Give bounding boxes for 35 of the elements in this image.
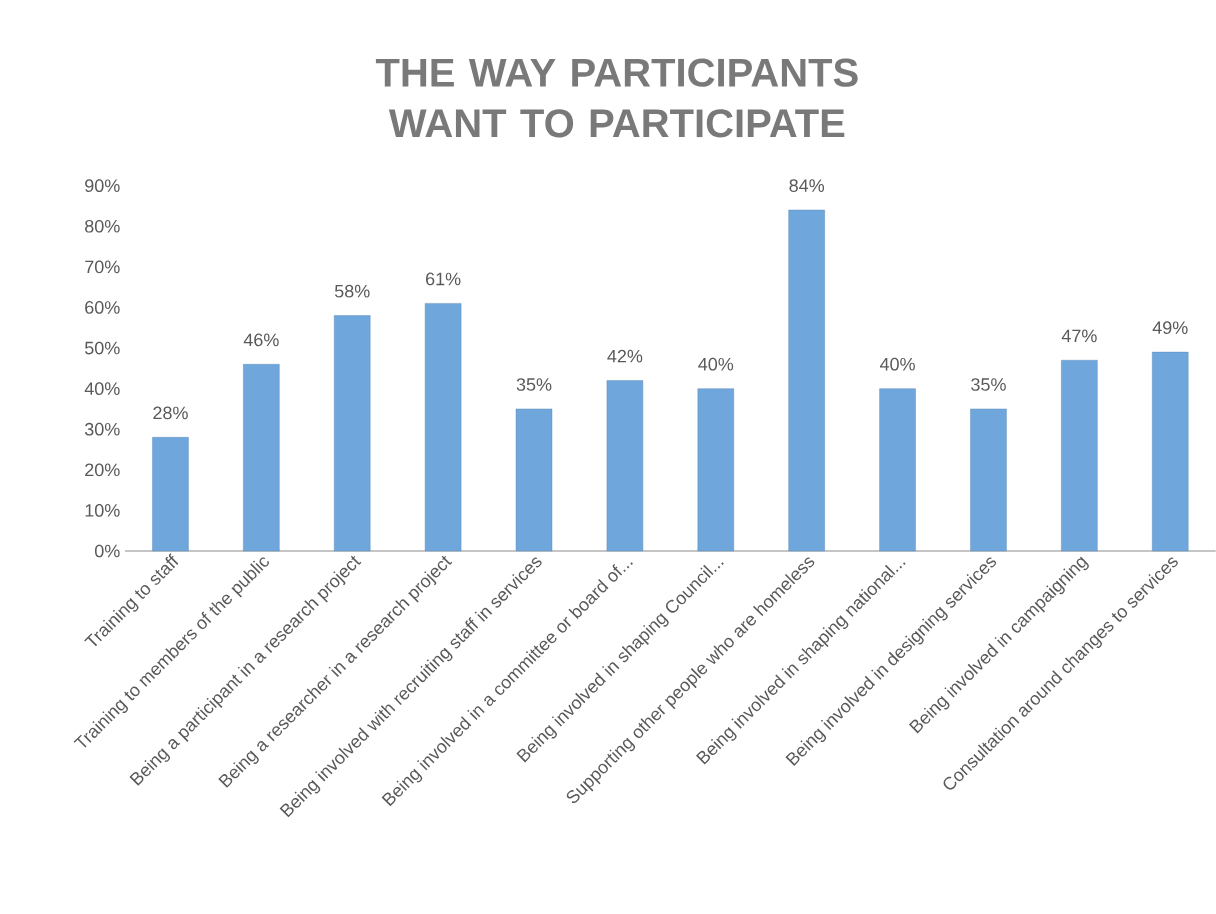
bar — [1152, 351, 1189, 552]
bar — [243, 364, 280, 552]
data-label: 49% — [1152, 321, 1188, 335]
data-label: 28% — [153, 406, 188, 420]
y-tick-label: 70% — [85, 260, 120, 274]
data-label: 84% — [789, 179, 825, 192]
bar — [970, 408, 1007, 552]
y-tick-label: 0% — [94, 544, 120, 558]
y-tick-label: 40% — [84, 382, 120, 395]
bar — [697, 388, 734, 552]
bar — [1061, 360, 1098, 552]
y-tick-label: 50% — [84, 341, 120, 355]
y-tick-label: 90% — [85, 179, 120, 193]
chart-title: THE WAY PARTICIPANTS WANT TO PARTICIPATE — [375, 58, 858, 138]
data-label: 58% — [334, 284, 370, 298]
data-label: 40% — [698, 357, 734, 371]
data-label: 35% — [971, 378, 1006, 391]
bar — [606, 380, 644, 552]
data-label: 42% — [607, 349, 643, 363]
data-label: 46% — [243, 333, 279, 347]
y-tick-label: 60% — [85, 301, 120, 314]
bar — [334, 315, 371, 552]
y-tick-label: 10% — [85, 504, 120, 517]
bar — [788, 209, 825, 552]
data-label: 40% — [879, 357, 915, 371]
y-tick-label: 80% — [85, 219, 120, 233]
data-label: 61% — [426, 272, 461, 286]
bar — [879, 388, 916, 552]
bar — [515, 408, 553, 552]
bar — [152, 437, 189, 552]
bar — [424, 303, 462, 552]
data-label: 47% — [1061, 329, 1097, 343]
data-label: 35% — [516, 378, 552, 391]
y-tick-label: 20% — [85, 463, 120, 477]
y-tick-label: 30% — [84, 422, 120, 436]
